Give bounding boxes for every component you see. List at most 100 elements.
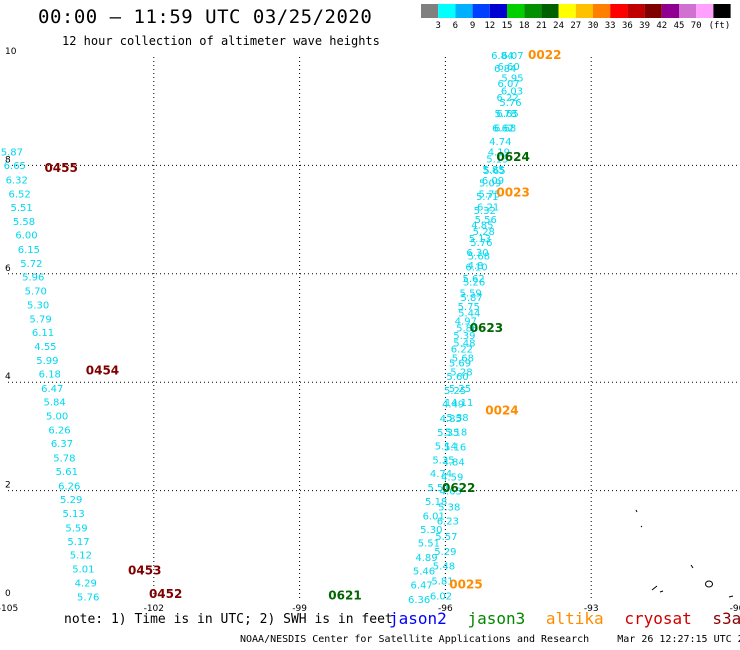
swh-value-label: 5.25	[444, 386, 466, 397]
colorbar-unit: (ft)	[708, 21, 731, 31]
swh-value-label: 6.02	[430, 592, 452, 603]
colorbar-swatch	[455, 4, 473, 18]
swh-value-label: 14.11	[445, 398, 474, 409]
swh-value-label: 5.79	[29, 315, 51, 326]
swh-value-label: 4.85	[471, 220, 493, 231]
swh-value-label: 5.38	[438, 503, 460, 514]
swh-value-label: 5.25	[449, 384, 471, 395]
swh-value-label: 5.35	[432, 456, 454, 467]
swh-value-label: 4.19	[488, 148, 510, 159]
swh-value-label: 5.51	[427, 483, 449, 494]
swh-value-label: 6.30	[466, 248, 488, 259]
swh-value-label: 6.22	[451, 344, 473, 355]
swh-value-label: 6.07	[497, 79, 519, 90]
colorbar-swatch	[627, 4, 645, 18]
swh-value-label: 4.63	[440, 486, 462, 497]
colorbar-tick-label: 3	[435, 21, 441, 31]
pass-time-label: 0022	[528, 48, 561, 62]
swh-value-label: 6.84	[491, 51, 513, 62]
swh-value-label: 5.00	[46, 412, 68, 423]
swh-value-label: 6.07	[501, 51, 523, 62]
swh-value-label: 4.49	[442, 400, 464, 411]
pass-time-label: 0622	[442, 481, 475, 495]
swh-value-label: 5.78	[53, 453, 75, 464]
colorbar-swatch	[421, 4, 439, 18]
colorbar-swatch	[696, 4, 714, 18]
swh-value-label: 5.38	[446, 413, 468, 424]
swh-value-label: 6.15	[18, 245, 40, 256]
pass-time-label: 0024	[485, 404, 518, 418]
colorbar-tick-label: 15	[501, 21, 513, 31]
swh-value-label: 4.97	[455, 317, 477, 328]
colorbar-swatch	[541, 4, 559, 18]
pass-time-label: 0452	[149, 587, 182, 601]
coastline	[635, 509, 734, 598]
colorbar-tick-label: 70	[690, 21, 702, 31]
colorbar-tick-label: 12	[484, 21, 496, 31]
colorbar-tick-label: 21	[535, 21, 547, 31]
swh-value-label: 6.65	[4, 161, 26, 172]
swh-value-label: 6.52	[9, 189, 31, 200]
swh-value-label: 4.59	[441, 472, 463, 483]
swh-value-label: 5.51	[418, 538, 440, 549]
swh-value-label: 5.86	[456, 323, 478, 334]
swh-value-label: 5.76	[470, 238, 492, 249]
swh-value-label: 5.72	[20, 259, 42, 270]
colorbar-tick-label: 9	[469, 21, 476, 31]
colorbar-tick-label: 33	[604, 21, 616, 31]
swh-value-label: 5.84	[44, 398, 66, 409]
pass-time-label: 0454	[86, 364, 119, 378]
legend-s3a: s3a	[712, 609, 740, 628]
swh-value-label: 5.78	[495, 109, 517, 120]
x-tick-label: -96	[438, 604, 453, 614]
colorbar-swatch	[610, 4, 628, 18]
swh-value-label: 4.29	[75, 579, 97, 590]
swh-value-label: 5.96	[22, 272, 44, 283]
y-tick-label: 8	[5, 155, 11, 165]
swh-value-label: 6.23	[437, 517, 459, 528]
pass-time-label: 0023	[496, 185, 529, 199]
colorbar-tick-label: 30	[587, 21, 599, 31]
pass-time-label: 0621	[328, 589, 361, 603]
chart-title: 00:00 – 11:59 UTC 03/25/2020	[38, 6, 373, 28]
swh-value-label: 5.35	[437, 428, 459, 439]
swh-value-label: 5.48	[453, 338, 475, 349]
swh-value-label: 6.11	[32, 328, 54, 339]
swh-value-label: 4.85	[440, 414, 462, 425]
colorbar-tick-label: 18	[518, 21, 530, 31]
swh-value-label: 5.26	[463, 278, 485, 289]
colorbar-swatch	[507, 4, 525, 18]
swh-value-label: 5.68	[452, 354, 474, 365]
swh-value-label: 5.18	[425, 497, 447, 508]
y-tick-label: 2	[5, 481, 11, 491]
swh-value-label: 6.10	[465, 263, 487, 274]
colorbar-swatch	[713, 4, 731, 18]
swh-value-label: 5.71	[476, 192, 498, 203]
swh-value-label: 5.65	[483, 166, 505, 177]
colorbar	[421, 4, 731, 18]
legend-cryosat: cryosat	[624, 609, 692, 628]
swh-value-label: 6.68	[494, 123, 516, 134]
footer-timestamp: Mar 26 12:27:15 UTC 2020	[617, 634, 740, 645]
legend-jason2: jason2	[389, 609, 447, 628]
pass-time-label: 0624	[496, 150, 529, 164]
y-tick-label: 6	[5, 264, 11, 274]
swh-value-label: 5.75	[478, 189, 500, 200]
pass-time-label: 0455	[44, 161, 77, 175]
swh-value-label: 6.22	[496, 93, 518, 104]
swh-value-label: 6.01	[423, 511, 445, 522]
swh-value-label: 5.87	[461, 293, 483, 304]
swh-value-label: 5.59	[460, 289, 482, 300]
colorbar-swatch	[524, 4, 542, 18]
swh-value-label: 4.8	[468, 261, 484, 272]
colorbar-tick-label: 36	[621, 21, 633, 31]
swh-value-label: 5.81	[431, 576, 453, 587]
swh-value-label: 5.51	[10, 203, 32, 214]
swh-value-label: 5.29	[60, 495, 82, 506]
swh-value-label: 6.18	[39, 369, 61, 380]
swh-value-label: 5.76	[77, 593, 99, 604]
colorbar-tick-label: 45	[673, 21, 685, 31]
swh-value-label: 5.28	[473, 227, 495, 238]
swh-value-label: 5.60	[446, 372, 468, 383]
colorbar-swatch	[661, 4, 679, 18]
